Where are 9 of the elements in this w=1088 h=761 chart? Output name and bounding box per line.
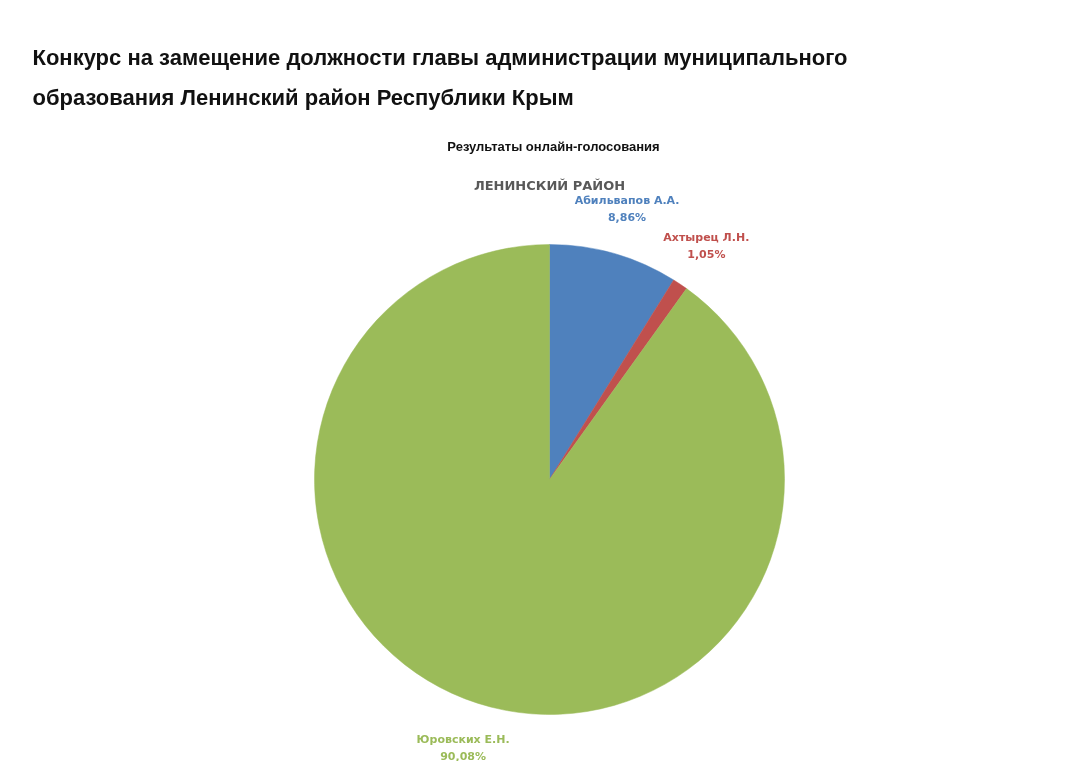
chart-title: Конкурс на замещение должности главы администрации муниципального образования Ленинский район Республики Крым	[32, 45, 848, 110]
data-label: 8,86%	[607, 210, 647, 224]
text: ЛЕНИНСКИЙ РАЙОН	[473, 178, 626, 193]
data-label: 90,08%	[440, 750, 487, 761]
slice-label: Юровских Е.Н.	[416, 733, 510, 747]
slice-label: Ахтырец Л.Н.	[663, 230, 750, 244]
chart-subtitle: Результаты онлайн-голосования	[447, 139, 660, 154]
data-label: 1,05%	[687, 247, 726, 261]
slice-label: Абильвапов А.А.	[574, 193, 680, 207]
